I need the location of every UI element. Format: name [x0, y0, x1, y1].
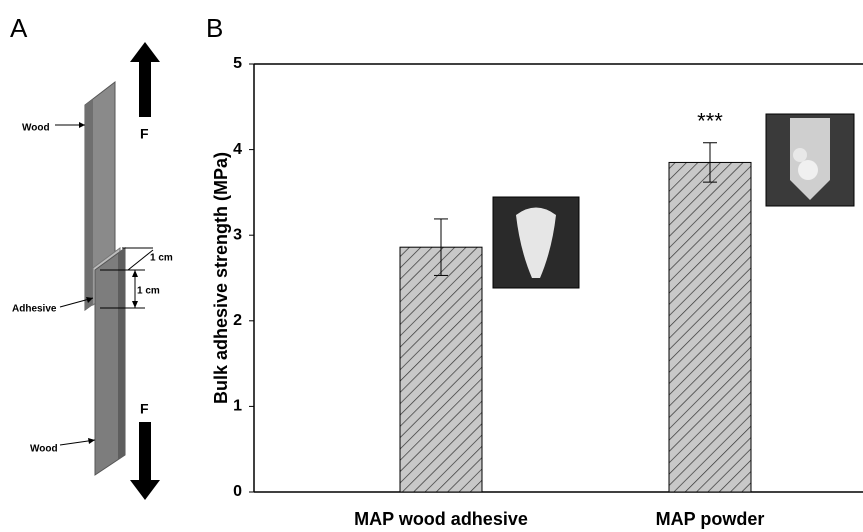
y-tick-label: 4	[233, 141, 242, 158]
y-axis-label: Bulk adhesive strength (MPa)	[211, 152, 231, 404]
diagram-label: Adhesive	[12, 304, 57, 315]
y-tick-label: 3	[233, 226, 242, 243]
y-tick-label: 1	[233, 398, 242, 415]
bar	[399, 246, 483, 493]
annotation: ***	[697, 109, 723, 134]
error-bar	[703, 142, 717, 183]
inset-photo	[492, 196, 580, 289]
diagram-label: 1 cm	[150, 253, 173, 264]
inset-photo	[765, 113, 855, 207]
diagram-label: Wood	[22, 123, 50, 134]
error-bar	[434, 218, 448, 276]
x-tick-label: MAP powder	[656, 509, 765, 529]
y-tick-label: 2	[233, 312, 242, 329]
bar	[668, 161, 752, 493]
force-label: F	[140, 126, 149, 142]
diagram-label: 1 cm	[137, 286, 160, 297]
y-tick-label: 0	[233, 483, 242, 500]
lap-shear-diagram: Wood Adhesive Wood 1 cm 1 cm F F	[12, 42, 173, 500]
panel-label: A	[10, 13, 28, 43]
x-tick-label: MAP wood adhesive	[354, 509, 528, 529]
panel-label: B	[206, 13, 223, 43]
plot: 0 1 2 3 4 5 MAP wood adhesive MAP powder ***	[233, 55, 764, 529]
diagram-label: Wood	[30, 444, 58, 455]
force-label: F	[140, 401, 149, 417]
y-tick-label: 5	[233, 55, 242, 72]
